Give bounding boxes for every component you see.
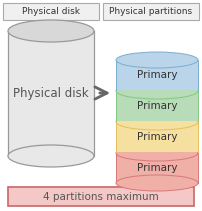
Polygon shape	[116, 153, 198, 183]
Ellipse shape	[8, 145, 94, 167]
Text: Physical disk: Physical disk	[22, 7, 80, 16]
Ellipse shape	[116, 114, 198, 130]
Ellipse shape	[116, 83, 198, 99]
Text: Primary: Primary	[137, 163, 177, 173]
Text: Primary: Primary	[137, 70, 177, 80]
Text: Primary: Primary	[137, 132, 177, 142]
FancyBboxPatch shape	[8, 187, 194, 206]
FancyBboxPatch shape	[3, 3, 99, 20]
Text: 4 partitions maximum: 4 partitions maximum	[43, 192, 159, 202]
Ellipse shape	[116, 52, 198, 68]
Ellipse shape	[116, 175, 198, 191]
Text: Physical partitions: Physical partitions	[109, 7, 193, 16]
Text: Primary: Primary	[137, 101, 177, 111]
FancyBboxPatch shape	[103, 3, 199, 20]
Text: Physical disk: Physical disk	[13, 87, 89, 100]
Polygon shape	[8, 31, 94, 156]
Polygon shape	[116, 91, 198, 121]
Ellipse shape	[8, 20, 94, 42]
Polygon shape	[116, 122, 198, 152]
Ellipse shape	[116, 145, 198, 161]
Polygon shape	[116, 60, 198, 90]
